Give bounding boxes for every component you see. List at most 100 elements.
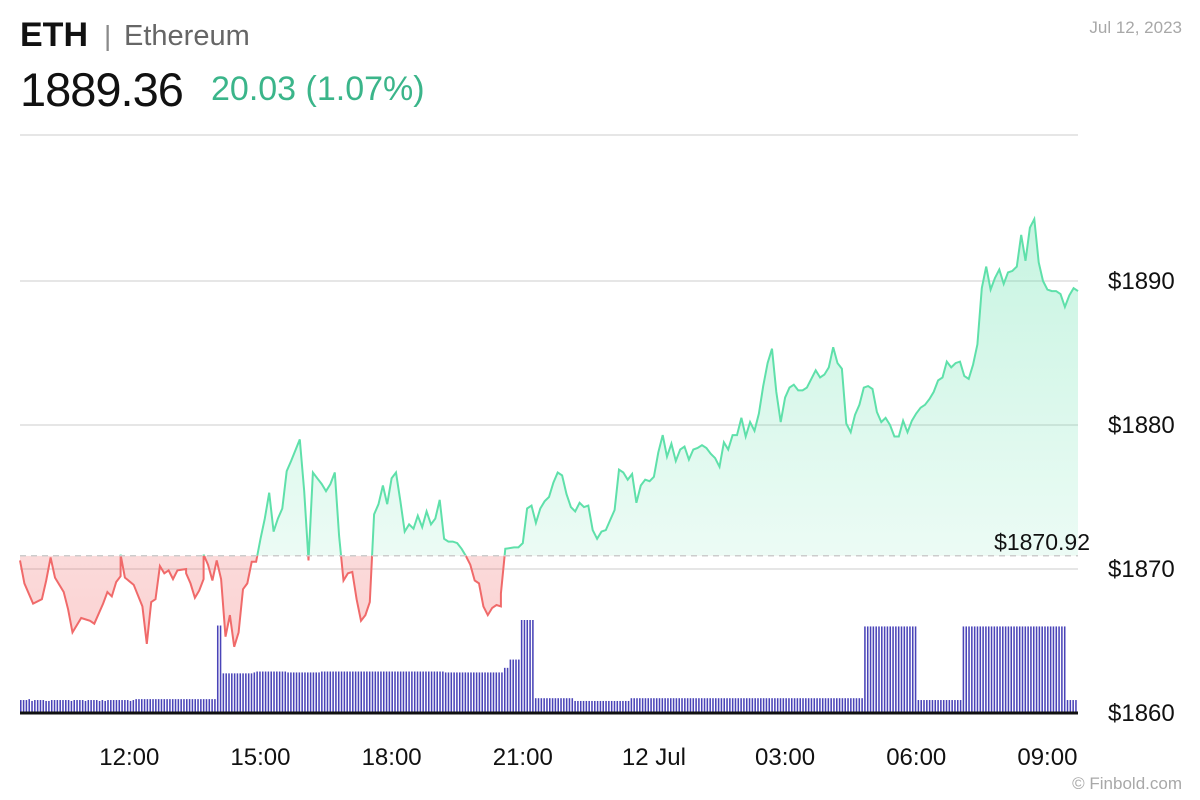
volume-bar — [318, 672, 320, 712]
volume-bar — [855, 698, 858, 712]
volume-bar — [250, 673, 253, 712]
volume-bar — [824, 698, 827, 712]
volume-bar — [512, 659, 514, 712]
y-tick-label: $1870 — [1108, 556, 1175, 583]
asset-symbol: ETH — [20, 16, 88, 54]
volume-bar — [624, 700, 627, 712]
volume-bar — [664, 698, 666, 712]
volume-bar — [1027, 626, 1029, 712]
volume-bar — [1047, 626, 1049, 712]
x-tick-label: 09:00 — [1017, 744, 1077, 771]
volume-bar — [93, 700, 95, 712]
volume-bar — [357, 671, 360, 712]
volume-bar — [59, 700, 61, 712]
volume-bar — [979, 626, 982, 712]
volume-bar — [934, 700, 937, 712]
volume-bar — [610, 700, 613, 712]
volume-bar — [140, 699, 143, 712]
volume-bar — [869, 626, 872, 712]
volume-bar — [872, 626, 875, 712]
volume-bar — [627, 700, 630, 712]
volume-bar — [883, 626, 886, 712]
volume-bar — [87, 700, 90, 712]
volume-bar — [833, 698, 835, 712]
volume-bar — [990, 626, 993, 712]
volume-bar — [534, 698, 537, 712]
price-line-up — [119, 215, 1079, 556]
volume-bar — [1038, 626, 1041, 712]
volume-bar — [70, 700, 73, 712]
volume-bar — [28, 699, 30, 712]
volume-bar — [712, 698, 714, 712]
volume-bar — [25, 700, 28, 712]
volume-bar — [926, 700, 928, 712]
volume-bar — [332, 671, 334, 712]
volume-bar — [509, 659, 512, 712]
volume-bar — [155, 699, 157, 712]
volume-bar — [492, 672, 495, 712]
volume-bar — [416, 671, 419, 712]
volume-bar — [242, 673, 244, 712]
volume-bar — [1066, 700, 1069, 712]
volume-bar — [937, 700, 939, 712]
volume-bar — [523, 620, 526, 712]
volume-bar — [315, 672, 317, 712]
volume-bar — [180, 699, 182, 712]
volume-bar — [1021, 626, 1024, 712]
volume-bar — [222, 673, 225, 712]
volume-bar — [385, 671, 388, 712]
volume-bar — [312, 672, 315, 712]
volume-bar — [484, 672, 486, 712]
volume-bar — [197, 699, 199, 712]
volume-bar — [703, 698, 706, 712]
volume-bar — [726, 698, 728, 712]
volume-bar — [608, 700, 610, 712]
volume-bar — [188, 699, 191, 712]
volume-bar — [506, 667, 509, 712]
volume-bar — [45, 700, 47, 712]
volume-bar — [526, 620, 529, 712]
price-area — [20, 219, 1078, 647]
volume-bar — [852, 698, 855, 712]
volume-bar — [110, 700, 112, 712]
x-tick-label: 18:00 — [362, 744, 422, 771]
volume-bar — [574, 700, 576, 712]
volume-bar — [245, 673, 247, 712]
volume-bar — [602, 700, 605, 712]
volume-bar — [729, 698, 731, 712]
volume-bar — [292, 672, 295, 712]
price-line-down — [19, 555, 506, 648]
volume-bar — [236, 673, 239, 712]
volume-bar — [1016, 626, 1018, 712]
volume-bar — [717, 698, 720, 712]
volume-bar — [34, 700, 36, 712]
volume-bar — [208, 699, 211, 712]
volume-bar — [1035, 626, 1038, 712]
volume-bar — [1044, 626, 1046, 712]
volume-bar — [363, 671, 365, 712]
volume-bar — [692, 698, 695, 712]
volume-bar — [163, 699, 166, 712]
x-tick-label: 06:00 — [886, 744, 946, 771]
volume-bar — [422, 671, 424, 712]
volume-bar — [112, 700, 115, 712]
volume-bar — [655, 698, 658, 712]
volume-bar — [475, 672, 478, 712]
volume-bar — [554, 698, 557, 712]
volume-bar — [256, 671, 258, 712]
volume-bar — [453, 672, 455, 712]
volume-bar — [166, 699, 168, 712]
volume-bar — [20, 700, 22, 712]
volume-bar — [923, 700, 925, 712]
volume-bar — [650, 698, 652, 712]
volume-bar — [425, 671, 427, 712]
volume-bar — [219, 625, 222, 712]
volume-bar — [352, 671, 354, 712]
volume-bar — [447, 672, 450, 712]
volume-bar — [48, 700, 50, 712]
chart-date: Jul 12, 2023 — [1089, 18, 1182, 37]
volume-bar — [67, 700, 70, 712]
volume-bar — [836, 698, 838, 712]
volume-bar — [489, 672, 492, 712]
x-tick-label: 15:00 — [230, 744, 290, 771]
